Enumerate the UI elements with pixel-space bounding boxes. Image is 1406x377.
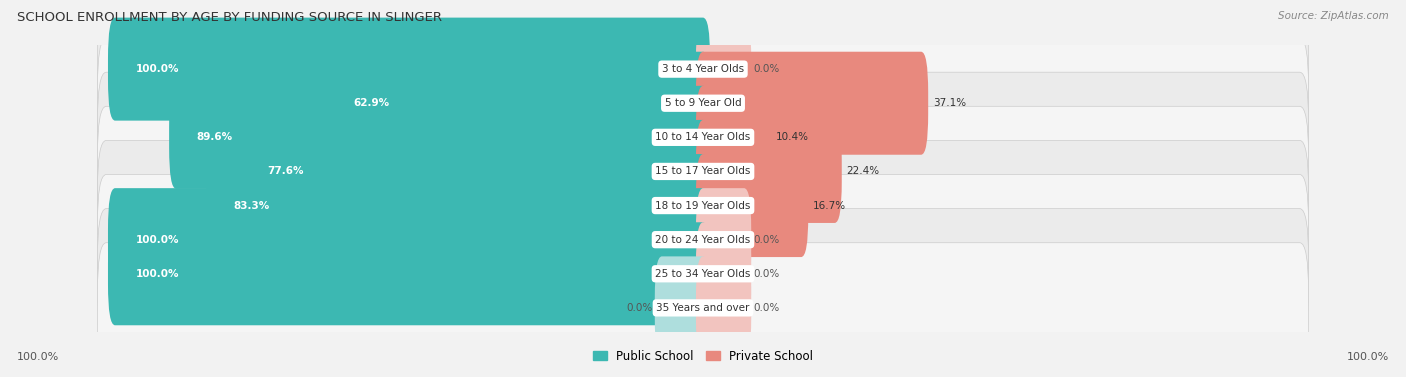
FancyBboxPatch shape: [207, 154, 710, 257]
FancyBboxPatch shape: [696, 188, 751, 291]
Text: 0.0%: 0.0%: [754, 234, 779, 245]
Text: 100.0%: 100.0%: [135, 234, 179, 245]
FancyBboxPatch shape: [97, 208, 1309, 339]
Text: 83.3%: 83.3%: [233, 201, 270, 211]
Text: 3 to 4 Year Olds: 3 to 4 Year Olds: [662, 64, 744, 74]
FancyBboxPatch shape: [97, 175, 1309, 305]
FancyBboxPatch shape: [97, 106, 1309, 237]
Text: 10.4%: 10.4%: [776, 132, 808, 143]
Text: 62.9%: 62.9%: [354, 98, 389, 108]
Text: 100.0%: 100.0%: [17, 352, 59, 362]
FancyBboxPatch shape: [108, 188, 710, 291]
Text: 100.0%: 100.0%: [135, 269, 179, 279]
FancyBboxPatch shape: [97, 243, 1309, 373]
FancyBboxPatch shape: [239, 120, 710, 223]
FancyBboxPatch shape: [97, 140, 1309, 271]
FancyBboxPatch shape: [696, 222, 751, 325]
Text: 77.6%: 77.6%: [267, 166, 304, 176]
Text: 0.0%: 0.0%: [754, 64, 779, 74]
Text: 0.0%: 0.0%: [627, 303, 652, 313]
Text: 18 to 19 Year Olds: 18 to 19 Year Olds: [655, 201, 751, 211]
FancyBboxPatch shape: [97, 4, 1309, 134]
FancyBboxPatch shape: [326, 52, 710, 155]
FancyBboxPatch shape: [169, 86, 710, 189]
Text: 20 to 24 Year Olds: 20 to 24 Year Olds: [655, 234, 751, 245]
Text: 15 to 17 Year Olds: 15 to 17 Year Olds: [655, 166, 751, 176]
Text: 100.0%: 100.0%: [1347, 352, 1389, 362]
FancyBboxPatch shape: [696, 18, 751, 121]
Text: 25 to 34 Year Olds: 25 to 34 Year Olds: [655, 269, 751, 279]
Text: 0.0%: 0.0%: [754, 303, 779, 313]
FancyBboxPatch shape: [108, 222, 710, 325]
Text: 89.6%: 89.6%: [197, 132, 233, 143]
FancyBboxPatch shape: [696, 120, 842, 223]
Text: 5 to 9 Year Old: 5 to 9 Year Old: [665, 98, 741, 108]
Legend: Public School, Private School: Public School, Private School: [588, 345, 818, 367]
Text: SCHOOL ENROLLMENT BY AGE BY FUNDING SOURCE IN SLINGER: SCHOOL ENROLLMENT BY AGE BY FUNDING SOUR…: [17, 11, 441, 24]
Text: Source: ZipAtlas.com: Source: ZipAtlas.com: [1278, 11, 1389, 21]
Text: 10 to 14 Year Olds: 10 to 14 Year Olds: [655, 132, 751, 143]
FancyBboxPatch shape: [696, 86, 772, 189]
Text: 100.0%: 100.0%: [135, 64, 179, 74]
FancyBboxPatch shape: [696, 256, 751, 359]
Text: 16.7%: 16.7%: [813, 201, 846, 211]
Text: 35 Years and over: 35 Years and over: [657, 303, 749, 313]
Text: 0.0%: 0.0%: [754, 269, 779, 279]
FancyBboxPatch shape: [108, 18, 710, 121]
FancyBboxPatch shape: [97, 38, 1309, 169]
FancyBboxPatch shape: [696, 52, 928, 155]
FancyBboxPatch shape: [696, 154, 808, 257]
FancyBboxPatch shape: [655, 256, 710, 359]
Text: 37.1%: 37.1%: [934, 98, 966, 108]
FancyBboxPatch shape: [97, 72, 1309, 202]
Text: 22.4%: 22.4%: [846, 166, 880, 176]
